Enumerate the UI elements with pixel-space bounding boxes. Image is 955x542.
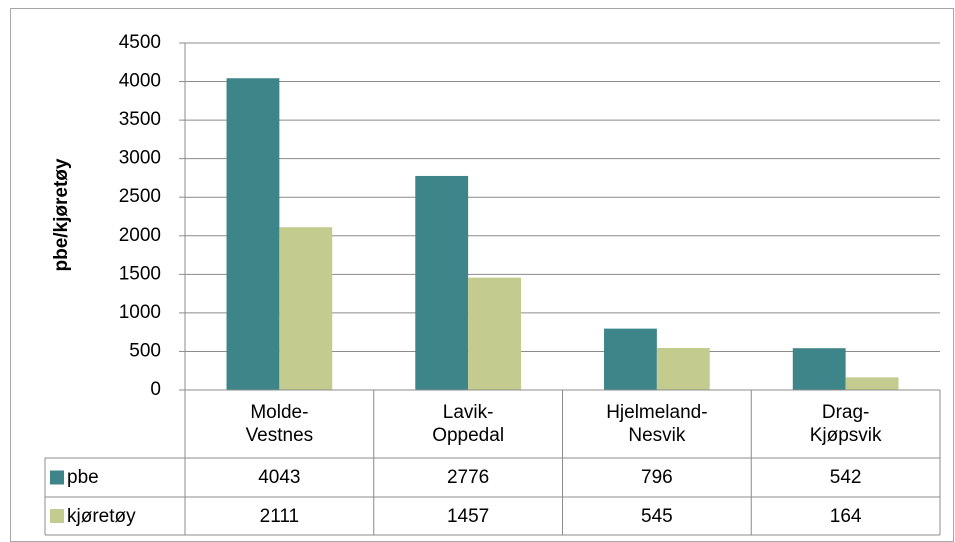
y-axis-label: pbe/kjøretøy xyxy=(51,158,72,271)
legend-label: kjøretøy xyxy=(67,505,136,527)
bar xyxy=(468,277,521,390)
legend-swatch xyxy=(50,470,64,485)
x-tick-label: Hjelmeland- Nesvik xyxy=(606,402,708,446)
legend-label: pbe xyxy=(67,467,99,488)
bar xyxy=(656,347,710,390)
y-tick-label: 500 xyxy=(129,340,161,361)
y-tick-label: 4500 xyxy=(119,32,161,53)
y-tick-label: 2500 xyxy=(119,186,161,207)
y-tick-label: 0 xyxy=(150,379,161,400)
table-value: 542 xyxy=(829,467,862,488)
y-tick-label: 1500 xyxy=(119,263,161,284)
x-tick-label: Molde- Vestnes xyxy=(245,402,314,446)
bar xyxy=(604,328,657,390)
x-tick-label: Drag- Kjøpsvik xyxy=(809,402,882,446)
x-tick-label: Lavik- Oppedal xyxy=(432,402,505,446)
bar xyxy=(845,377,899,390)
table-value: 2776 xyxy=(446,467,490,488)
y-tick-label: 3000 xyxy=(119,148,161,169)
table-value: 4043 xyxy=(258,467,301,488)
bar xyxy=(226,78,280,390)
table-value: 164 xyxy=(829,505,862,527)
y-tick-label: 4000 xyxy=(119,71,161,92)
table-value: 796 xyxy=(641,467,673,488)
bar xyxy=(279,227,333,390)
bar xyxy=(792,348,846,390)
y-tick-label: 3500 xyxy=(119,109,161,130)
y-tick-label: 1000 xyxy=(119,302,161,323)
bar xyxy=(415,175,469,390)
table-value: 1457 xyxy=(446,505,490,527)
legend-swatch xyxy=(50,509,64,523)
table-value: 2111 xyxy=(259,505,300,527)
y-tick-label: 2000 xyxy=(119,225,161,246)
table-value: 545 xyxy=(641,505,673,527)
